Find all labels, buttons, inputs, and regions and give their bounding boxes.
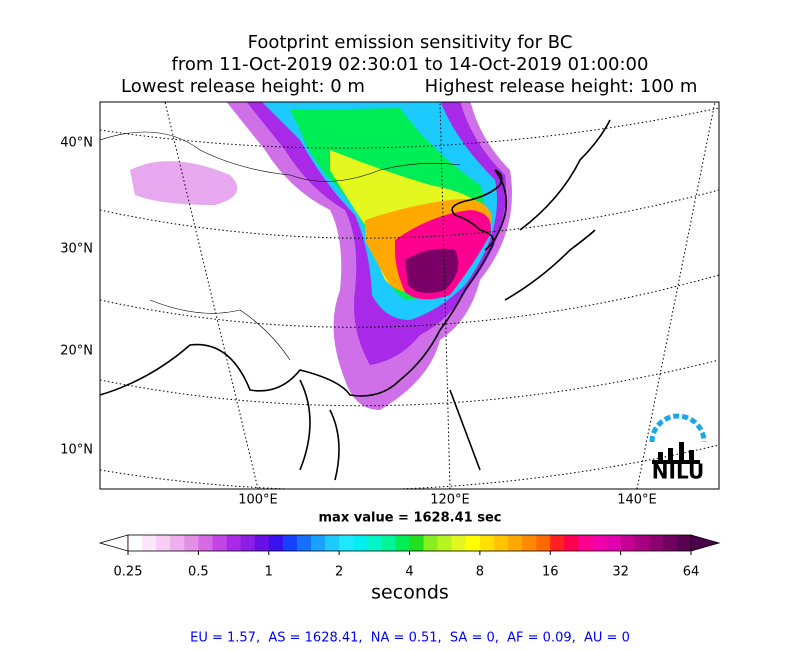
colorbar-segment — [465, 535, 481, 551]
colorbar-segment — [142, 535, 157, 551]
colorbar-segment — [268, 535, 284, 551]
colorbar-segment — [254, 535, 270, 551]
colorbar-segment — [479, 535, 495, 551]
colorbar-segment — [662, 535, 678, 551]
colorbar-tick-label: 16 — [542, 565, 559, 580]
colorbar-tick-label: 0.25 — [114, 565, 143, 580]
colorbar-tick-label: 64 — [683, 565, 700, 580]
colorbar-segment — [381, 535, 396, 551]
subtitle: from 11-Oct-2019 02:30:01 to 14-Oct-2019… — [172, 54, 649, 75]
colorbar-segment — [592, 535, 607, 551]
colorbar-segment — [550, 535, 565, 551]
colorbar: 0.25 0.5 1 2 4 8 16 32 64 — [98, 534, 721, 580]
colorbar-segment — [367, 535, 382, 551]
colorbar-segment — [395, 535, 410, 551]
colorbar-segment — [508, 535, 523, 551]
colorbar-segment — [198, 535, 213, 551]
colorbar-segment — [451, 535, 467, 551]
colorbar-tick-label: 0.5 — [188, 565, 209, 580]
logo-text: NILU — [652, 460, 704, 484]
colorbar-segment — [296, 535, 312, 551]
colorbar-segment — [310, 535, 326, 551]
colorbar-segment — [522, 535, 537, 551]
colorbar-segment — [493, 535, 509, 551]
colorbar-tick-label: 4 — [405, 565, 413, 580]
lon-label: 100°E — [238, 493, 278, 508]
colorbar-segment — [578, 535, 593, 551]
colorbar-segment — [620, 535, 635, 551]
lon-label: 120°E — [430, 493, 470, 508]
colorbar-segment — [128, 535, 143, 551]
colorbar-segment — [536, 535, 551, 551]
title: Footprint emission sensitivity for BC — [248, 32, 573, 53]
lat-label: 10°N — [60, 443, 93, 458]
colorbar-segment — [409, 535, 424, 551]
colorbar-tick-label: 32 — [612, 565, 629, 580]
colorbar-tick-label: 1 — [265, 565, 273, 580]
colorbar-segment — [282, 535, 298, 551]
colorbar-tick-label: 2 — [335, 565, 343, 580]
colorbar-segment — [676, 535, 692, 551]
colorbar-segment — [437, 535, 453, 551]
colorbar-segment — [325, 535, 340, 551]
max-value: max value = 1628.41 sec — [319, 511, 502, 526]
colorbar-segment — [339, 535, 354, 551]
colorbar-segment — [648, 535, 664, 551]
lat-label: 20°N — [60, 344, 93, 359]
colorbar-segment — [423, 535, 438, 551]
footer: EU = 1.57, AS = 1628.41, NA = 0.51, SA =… — [190, 631, 630, 646]
colorbar-segment — [564, 535, 579, 551]
colorbar-segment — [606, 535, 621, 551]
colorbar-segment — [170, 535, 185, 551]
colorbar-over — [690, 534, 721, 552]
colorbar-segment — [634, 535, 650, 551]
axis-labels: 40°N 30°N 20°N 10°N 100°E 120°E 140°E — [60, 136, 657, 508]
colorbar-segment — [226, 535, 241, 551]
lon-label: 140°E — [617, 493, 657, 508]
colorbar-segment — [353, 535, 368, 551]
colorbar-segment — [212, 535, 227, 551]
colorbar-segment — [184, 535, 199, 551]
lat-label: 40°N — [60, 136, 93, 151]
colorbar-tick-label: 8 — [476, 565, 484, 580]
colorbar-label: seconds — [371, 582, 449, 604]
colorbar-segment — [156, 535, 171, 551]
colorbar-under — [98, 534, 129, 552]
highest-release: Highest release height: 100 m — [425, 76, 698, 97]
map-frame — [99, 101, 720, 490]
map: NILU — [100, 102, 719, 489]
colorbar-segment — [240, 535, 255, 551]
lowest-release: Lowest release height: 0 m — [121, 76, 365, 97]
lat-label: 30°N — [60, 242, 93, 257]
